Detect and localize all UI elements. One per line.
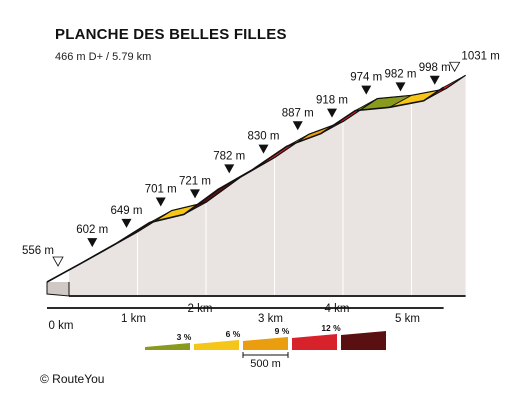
elevation-label: 887 m [282, 107, 314, 119]
legend-label: 3 % [177, 332, 192, 342]
elevation-markers [52, 61, 461, 267]
elevation-marker [429, 75, 440, 85]
elevation-marker [190, 189, 200, 199]
distance-tick-label: 5 km [395, 313, 420, 325]
elevation-label: 918 m [316, 95, 348, 107]
elevation-marker [87, 238, 98, 248]
distance-tick-label: 4 km [325, 303, 350, 315]
elevation-label: 1031 m [461, 50, 499, 62]
distance-tick-label: 2 km [188, 303, 213, 315]
legend-swatch [292, 334, 337, 350]
elevation-marker [361, 85, 372, 95]
profile-base [46, 282, 466, 309]
elevation-marker [327, 108, 337, 118]
distance-tick-label: 1 km [121, 313, 146, 325]
legend-swatch [243, 337, 288, 350]
legend-scale-label: 500 m [250, 358, 281, 370]
elevation-label: 998 m [419, 62, 451, 74]
gradient-segments [46, 74, 466, 283]
elevation-marker [52, 256, 64, 267]
legend-label: 6 % [226, 329, 241, 339]
elevation-marker [395, 82, 406, 92]
chart-title: PLANCHE DES BELLES FILLES [55, 26, 287, 43]
profile-end-cap [46, 282, 70, 297]
legend-swatch [194, 340, 239, 350]
legend-label: 12 % [321, 323, 341, 333]
distance-tick-label: 3 km [258, 313, 283, 325]
elevation-label: 556 m [22, 245, 54, 257]
distance-tick-labels: 0 km 1 km 2 km 3 km 4 km 5 km [49, 303, 420, 332]
credit-text: © RouteYou [40, 372, 105, 386]
distance-tick-label: 0 km [49, 320, 74, 332]
gradient-legend: 3 % 6 % 9 % 12 % 500 m [145, 323, 386, 370]
elevation-label: 974 m [350, 72, 382, 84]
elevation-label: 649 m [111, 205, 143, 217]
profile-wall [69, 75, 466, 296]
elevation-label: 830 m [248, 131, 280, 143]
ribbon-back-edge [68, 74, 466, 271]
elevation-label: 982 m [385, 68, 417, 80]
elevation-marker [448, 61, 461, 73]
elevation-marker [224, 164, 235, 174]
elevation-label: 701 m [145, 184, 177, 196]
elevation-marker [258, 144, 269, 154]
legend-swatch [145, 343, 190, 350]
legend-swatch [341, 331, 386, 350]
chart-subtitle: 466 m D+ / 5.79 km [55, 51, 152, 63]
elevation-label: 602 m [76, 224, 108, 236]
base-plane [47, 296, 466, 308]
profile-side-face [69, 75, 466, 296]
elevation-label: 721 m [179, 175, 211, 187]
elevation-marker [155, 197, 166, 207]
elevation-marker [121, 218, 132, 228]
legend-label: 9 % [275, 326, 290, 336]
elevation-label: 782 m [213, 150, 245, 162]
elevation-marker [292, 121, 303, 131]
